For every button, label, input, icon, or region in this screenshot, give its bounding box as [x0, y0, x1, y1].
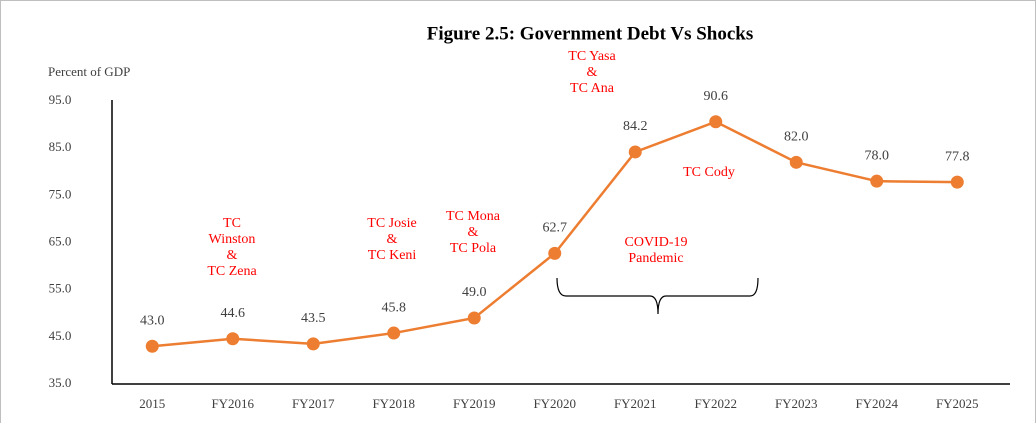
data-label: 78.0: [865, 148, 890, 163]
x-tick-label: FY2016: [211, 396, 254, 411]
annotation: &: [227, 248, 238, 263]
x-tick-label: 2015: [139, 396, 165, 411]
annotation: TC Cody: [683, 165, 735, 180]
data-point: [628, 145, 642, 159]
annotation: &: [468, 225, 479, 240]
x-tick-label: FY2024: [855, 396, 898, 411]
data-point: [387, 326, 401, 340]
y-tick-label: 85.0: [49, 139, 72, 154]
data-point: [548, 246, 562, 260]
data-point: [226, 332, 240, 346]
y-tick-label: 75.0: [49, 186, 72, 201]
x-tick-label: FY2017: [292, 396, 335, 411]
x-tick-label: FY2020: [533, 396, 576, 411]
chart-title: Figure 2.5: Government Debt Vs Shocks: [427, 23, 754, 44]
data-label: 49.0: [462, 285, 487, 300]
brace: [556, 277, 759, 315]
data-label: 43.5: [301, 311, 326, 326]
annotation: Winston: [209, 232, 256, 247]
annotation: &: [387, 232, 398, 247]
data-point: [709, 115, 723, 129]
data-label: 90.6: [704, 89, 729, 104]
data-label: 82.0: [784, 130, 809, 145]
y-axis-label: Percent of GDP: [48, 64, 130, 79]
annotation: TC Zena: [207, 264, 257, 279]
y-tick-label: 65.0: [49, 233, 72, 248]
annotation: TC: [223, 216, 241, 231]
data-label: 45.8: [382, 300, 407, 315]
data-label: 43.0: [140, 313, 165, 328]
data-point: [467, 311, 481, 325]
x-tick-label: FY2021: [614, 396, 657, 411]
x-tick-label: FY2022: [694, 396, 737, 411]
annotation: TC Josie: [367, 216, 416, 231]
annotation: TC Pola: [450, 241, 497, 256]
data-point: [145, 339, 159, 353]
x-tick-label: FY2025: [936, 396, 979, 411]
annotation: COVID-19: [625, 235, 688, 250]
data-point: [950, 175, 964, 189]
annotation: TC Keni: [368, 248, 417, 263]
data-label: 44.6: [221, 306, 246, 321]
data-point: [870, 174, 884, 188]
data-label: 84.2: [623, 119, 648, 134]
data-label: 77.8: [945, 149, 970, 164]
y-tick-label: 35.0: [49, 375, 72, 390]
x-tick-label: FY2019: [453, 396, 496, 411]
annotation: TC Mona: [446, 209, 501, 224]
annotation: Pandemic: [628, 251, 683, 266]
data-point: [789, 155, 803, 169]
annotation: TC Yasa: [568, 49, 616, 64]
data-label: 62.7: [543, 221, 568, 236]
x-tick-label: FY2023: [775, 396, 818, 411]
y-tick-label: 55.0: [49, 281, 72, 296]
annotation: TC Ana: [570, 81, 615, 96]
y-tick-label: 95.0: [49, 92, 72, 107]
x-tick-label: FY2018: [372, 396, 415, 411]
y-tick-label: 45.0: [49, 328, 72, 343]
annotation: &: [587, 65, 598, 80]
data-point: [306, 337, 320, 351]
